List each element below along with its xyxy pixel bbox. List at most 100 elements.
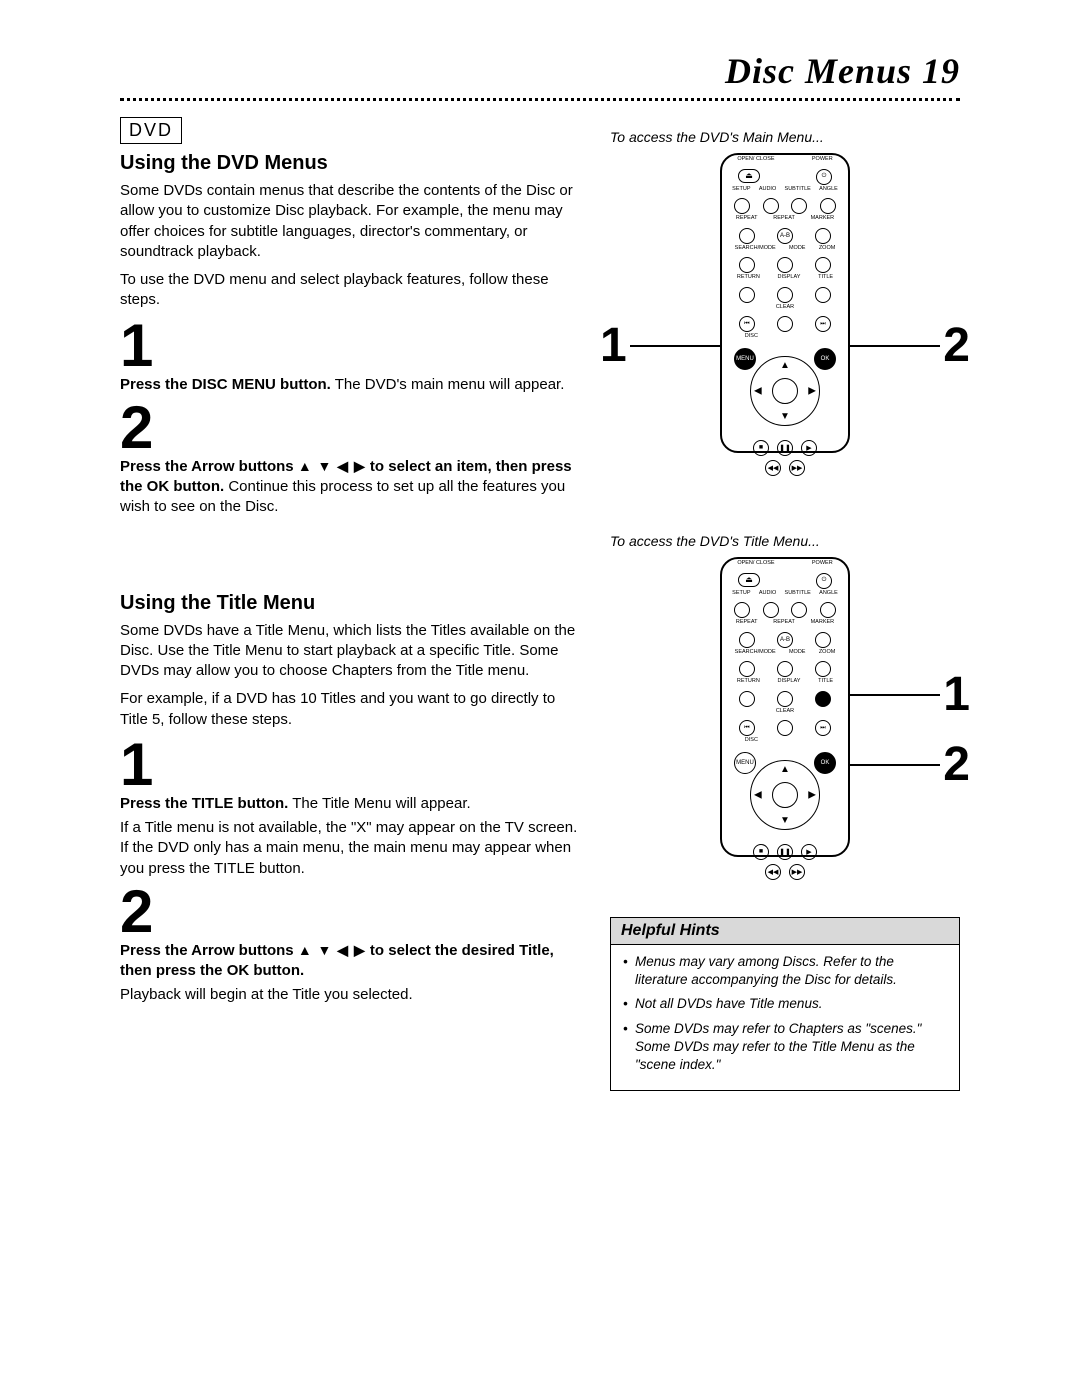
dpad-center-icon — [772, 782, 798, 808]
btn-icon — [777, 661, 793, 677]
callout-1-left: 1 — [600, 318, 627, 373]
section1-step1-bold: Press the DISC MENU button. — [120, 376, 331, 393]
callout-line — [630, 345, 722, 347]
section1-step2-bold-a: Press the Arrow buttons — [120, 458, 298, 475]
btn-icon — [777, 691, 793, 707]
label-clear: CLEAR — [776, 709, 794, 715]
label-open-close: OPEN/ CLOSE — [737, 561, 774, 567]
stop-icon: ■ — [753, 440, 769, 456]
label-marker: MARKER — [811, 620, 835, 626]
ffwd-icon: ▶▶ — [789, 460, 805, 476]
btn-icon — [815, 287, 831, 303]
label-subtitle: SUBTITLE — [785, 187, 811, 193]
btn-icon — [777, 720, 793, 736]
arrow-left-icon: ◀ — [754, 789, 762, 800]
btn-icon — [777, 257, 793, 273]
label-clear: CLEAR — [776, 305, 794, 311]
hint-item: Menus may vary among Discs. Refer to the… — [623, 953, 947, 989]
btn-icon — [777, 316, 793, 332]
section1-step1-rest: The DVD's main menu will appear. — [331, 376, 565, 393]
label-zoom: ZOOM — [819, 650, 836, 656]
label-power: POWER — [812, 157, 833, 163]
arrow-right-icon: ▶ — [808, 385, 816, 396]
callout-2-right: 2 — [943, 737, 970, 792]
section1-step1-number: 1 — [120, 319, 580, 373]
btn-icon — [815, 257, 831, 273]
section2-intro2: For example, if a DVD has 10 Titles and … — [120, 689, 580, 730]
label-open-close: OPEN/ CLOSE — [737, 157, 774, 163]
label-title: TITLE — [818, 679, 833, 685]
hint-item: Not all DVDs have Title menus. — [623, 995, 947, 1013]
btn-icon — [739, 691, 755, 707]
section1-step2-text: Press the Arrow buttons ▲ ▼ ◀ ▶ to selec… — [120, 457, 580, 518]
power-button-icon: ⏻ — [816, 169, 832, 185]
label-title: TITLE — [818, 275, 833, 281]
section2-step1-text: Press the TITLE button. The Title Menu w… — [120, 794, 580, 814]
hints-title: Helpful Hints — [611, 918, 959, 945]
btn-icon — [734, 198, 750, 214]
arrow-down-icon: ▼ — [780, 411, 790, 422]
label-return: RETURN — [737, 679, 760, 685]
play-icon: ▶ — [801, 844, 817, 860]
label-return: RETURN — [737, 275, 760, 281]
section1-intro2: To use the DVD menu and select playback … — [120, 270, 580, 311]
btn-icon — [739, 228, 755, 244]
section2-step1-bold: Press the TITLE button. — [120, 795, 288, 812]
btn-icon — [777, 287, 793, 303]
btn-icon — [815, 632, 831, 648]
arrow-up-icon: ▲ — [780, 360, 790, 371]
eject-button-icon: ⏏ — [738, 573, 760, 587]
btn-icon — [820, 198, 836, 214]
btn-icon — [739, 287, 755, 303]
btn-icon — [815, 661, 831, 677]
left-column: DVD Using the DVD Menus Some DVDs contai… — [120, 117, 580, 1091]
label-power: POWER — [812, 561, 833, 567]
label-repeat-ab: REPEAT — [773, 216, 795, 222]
hint-item: Some DVDs may refer to Chapters as "scen… — [623, 1020, 947, 1075]
btn-icon — [734, 602, 750, 618]
arrow-icons: ▲ ▼ ◀ ▶ — [298, 942, 366, 958]
ab-button-icon: A-B — [777, 228, 793, 244]
helpful-hints-box: Helpful Hints Menus may vary among Discs… — [610, 917, 960, 1091]
label-disc: DISC — [745, 738, 758, 744]
skip-back-icon: ⏮ — [739, 720, 755, 736]
arrow-right-icon: ▶ — [808, 789, 816, 800]
label-mode: MODE — [789, 246, 806, 252]
remote1-caption: To access the DVD's Main Menu... — [610, 129, 960, 145]
label-setup: SETUP — [732, 187, 750, 193]
callout-line — [848, 764, 940, 766]
label-search: SEARCH/MODE — [735, 246, 776, 252]
btn-icon — [739, 257, 755, 273]
section2-heading: Using the Title Menu — [120, 592, 580, 615]
label-angle: ANGLE — [819, 187, 838, 193]
section2-step2-number: 2 — [120, 885, 580, 939]
section2-step1-note: If a Title menu is not available, the "X… — [120, 818, 580, 879]
section2-step1-number: 1 — [120, 738, 580, 792]
menu-button-icon: MENU — [734, 348, 756, 370]
btn-icon — [763, 198, 779, 214]
power-button-icon: ⏻ — [816, 573, 832, 589]
label-subtitle: SUBTITLE — [785, 591, 811, 597]
arrow-left-icon: ◀ — [754, 385, 762, 396]
label-angle: ANGLE — [819, 591, 838, 597]
remote-diagram-1: 1 2 OPEN/ CLOSEPOWER ⏏⏻ SETUPAUDIOSUBTIT… — [610, 153, 960, 473]
skip-back-icon: ⏮ — [739, 316, 755, 332]
callout-line — [840, 694, 940, 696]
label-disc: DISC — [745, 334, 758, 340]
btn-icon — [739, 661, 755, 677]
ffwd-icon: ▶▶ — [789, 864, 805, 880]
label-display: DISPLAY — [778, 679, 801, 685]
section2-step1-rest: The Title Menu will appear. — [288, 795, 470, 812]
dpad: MENU OK ▲ ▼ ◀ ▶ — [740, 346, 830, 436]
dvd-badge: DVD — [120, 117, 182, 144]
menu-button-icon: MENU — [734, 752, 756, 774]
btn-icon — [820, 602, 836, 618]
ok-button-icon: OK — [814, 348, 836, 370]
btn-icon — [815, 228, 831, 244]
page-title: Disc Menus 19 — [120, 50, 960, 92]
section1-step2-number: 2 — [120, 401, 580, 455]
arrow-up-icon: ▲ — [780, 764, 790, 775]
section2-step2-rest: Playback will begin at the Title you sel… — [120, 985, 580, 1005]
remote-body: OPEN/ CLOSEPOWER ⏏⏻ SETUPAUDIOSUBTITLEAN… — [720, 557, 850, 857]
two-column-layout: DVD Using the DVD Menus Some DVDs contai… — [120, 117, 960, 1091]
